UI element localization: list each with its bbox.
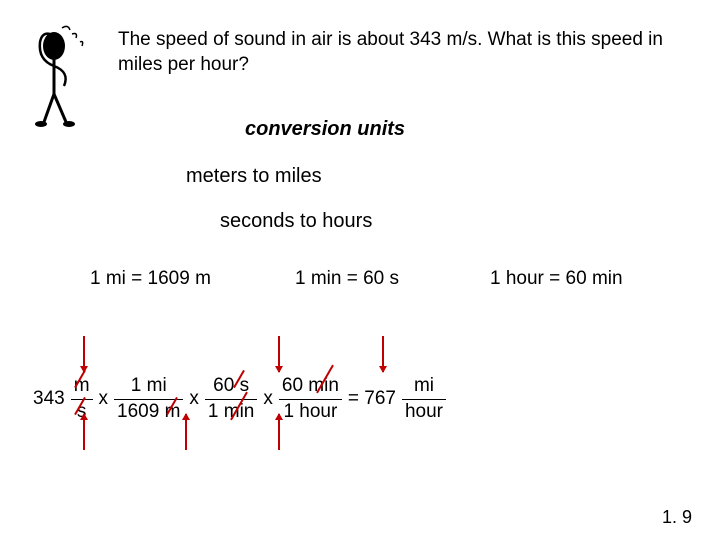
page-number: 1. 9 xyxy=(662,507,692,528)
calculation-line: 343 m s x 1 mi 1609 m x 60 s 1 min x 60 … xyxy=(30,375,449,424)
cancel-arrow-icon xyxy=(278,414,280,450)
equality-mi-m: 1 mi = 1609 m xyxy=(90,268,211,290)
times-1: x xyxy=(99,388,109,410)
initial-value: 343 xyxy=(33,388,65,410)
times-3: x xyxy=(263,388,273,410)
frac-1mi-over-1609m: 1 mi 1609 m xyxy=(114,375,183,424)
cancel-arrow-icon xyxy=(382,336,384,372)
cancel-arrow-icon xyxy=(83,336,85,372)
equality-min-s: 1 min = 60 s xyxy=(295,268,399,290)
step-meters-to-miles: meters to miles xyxy=(186,165,322,188)
step-seconds-to-hours: seconds to hours xyxy=(220,210,372,233)
equals-result: = 767 xyxy=(348,388,396,410)
cancel-arrow-icon xyxy=(83,414,85,450)
cancel-arrow-icon xyxy=(185,414,187,450)
frac-60min-over-1hour: 60 min 1 hour xyxy=(279,375,342,424)
question-text: The speed of sound in air is about 343 m… xyxy=(118,28,678,77)
thinking-person-icon xyxy=(20,22,95,132)
cancel-arrow-icon xyxy=(278,336,280,372)
conversion-units-heading: conversion units xyxy=(245,118,405,141)
times-2: x xyxy=(189,388,199,410)
frac-60s-over-1min: 60 s 1 min xyxy=(205,375,257,424)
equality-hour-min: 1 hour = 60 min xyxy=(490,268,623,290)
frac-mi-over-hour: mi hour xyxy=(402,375,446,424)
